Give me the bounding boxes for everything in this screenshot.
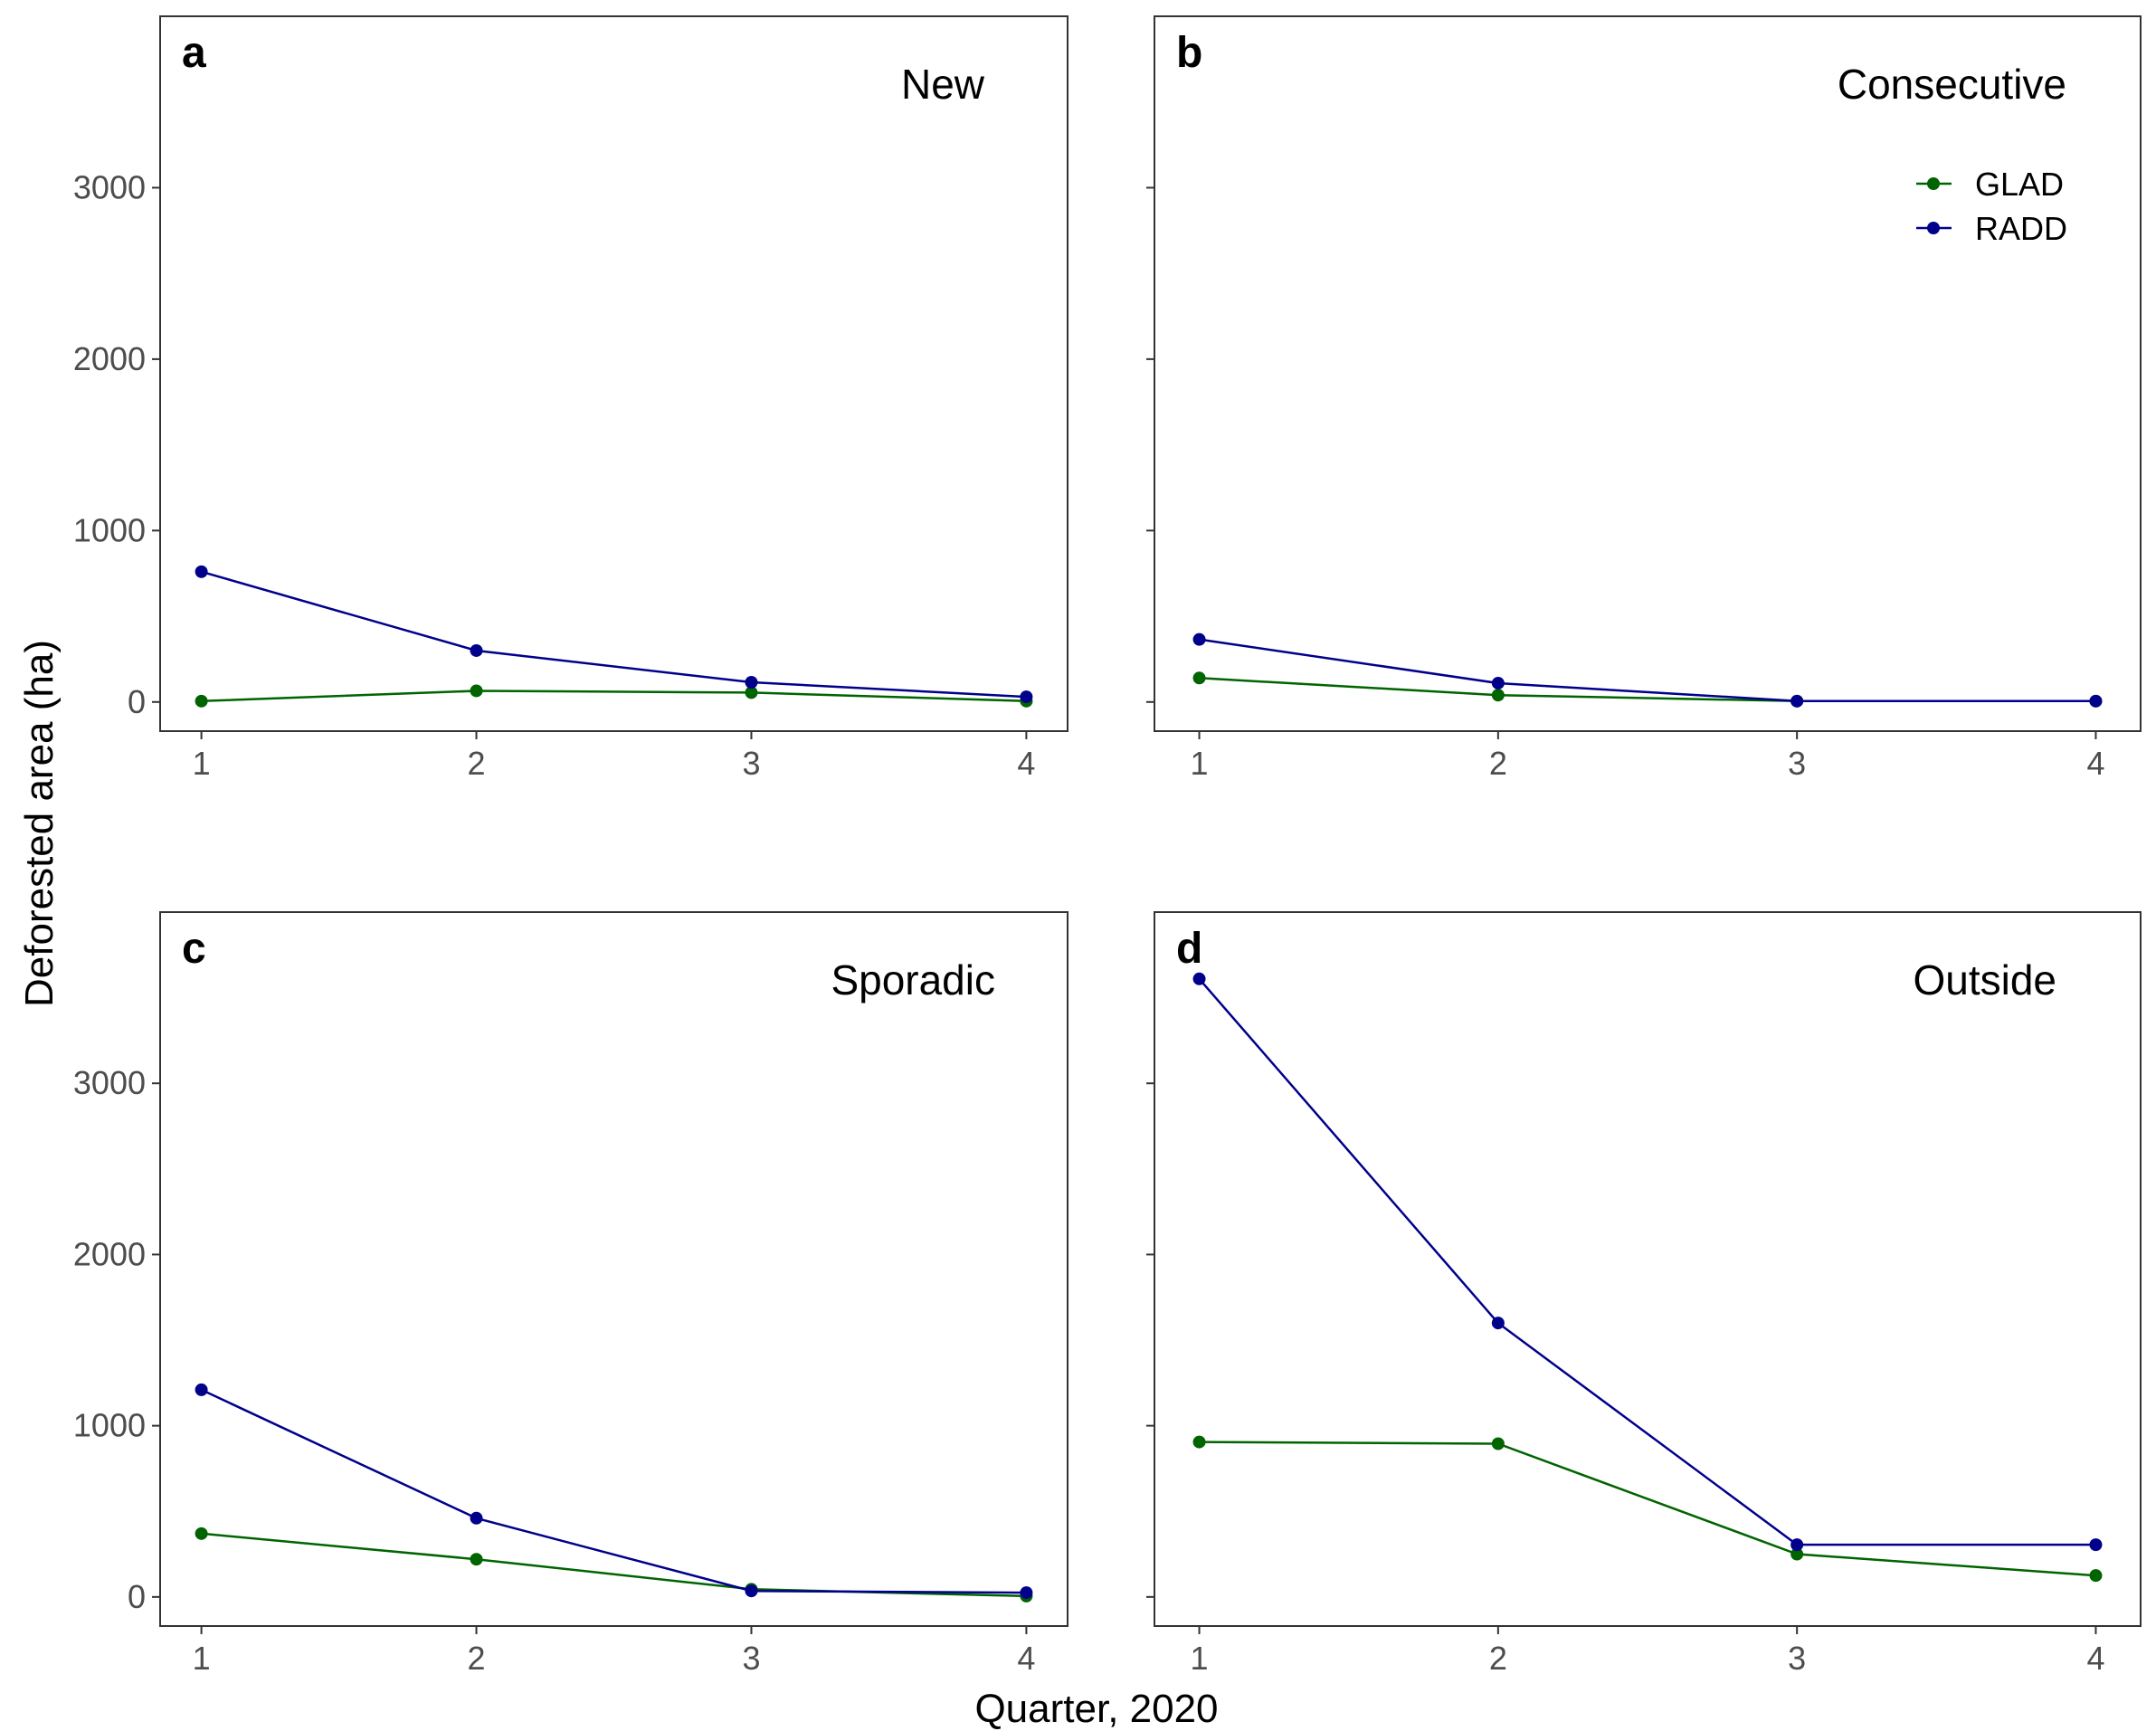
data-point-glad	[1192, 671, 1206, 685]
data-point-glad	[1192, 1435, 1206, 1449]
panel-d: 1 2 3 4 d Outside	[1146, 911, 2142, 1677]
x-tick-label: 4	[2086, 745, 2104, 782]
data-point-radd	[1020, 1586, 1033, 1600]
data-point-radd	[2089, 1538, 2103, 1552]
data-point-radd	[470, 643, 483, 657]
data-point-glad	[1790, 1547, 1804, 1561]
y-tick-label: 0	[128, 683, 146, 720]
x-tick-label: 3	[1788, 1640, 1806, 1677]
panel-letter: b	[1176, 29, 1202, 77]
data-point-radd	[195, 565, 208, 578]
x-tick-label: 4	[1017, 745, 1035, 782]
data-point-glad	[195, 1527, 208, 1540]
x-tick-label: 2	[468, 745, 486, 782]
x-tick-label: 3	[742, 1640, 760, 1677]
legend-key-point	[1927, 222, 1940, 234]
y-axis-title: Deforested area (ha)	[17, 640, 62, 1007]
x-tick-label: 2	[1489, 1640, 1507, 1677]
y-tick-label: 1000	[73, 511, 146, 548]
series-line-radd	[1198, 977, 2096, 1546]
y-tick-label: 3000	[73, 1064, 146, 1101]
x-tick-label: 3	[742, 745, 760, 782]
legend: GLAD RADD	[1916, 166, 2067, 247]
panel-letter: d	[1176, 925, 1202, 973]
data-point-radd	[195, 1383, 208, 1396]
x-tick-label: 4	[1017, 1640, 1035, 1677]
x-tick-label: 4	[2086, 1640, 2104, 1677]
data-point-glad	[745, 686, 758, 699]
x-axis-title: Quarter, 2020	[974, 1687, 1218, 1731]
panel-letter: c	[182, 925, 206, 973]
y-tick-label: 1000	[73, 1407, 146, 1444]
data-point-radd	[1192, 632, 1206, 646]
x-tick-label: 1	[193, 1640, 211, 1677]
x-tick-label: 1	[1191, 1640, 1209, 1677]
data-point-radd	[745, 1584, 758, 1598]
data-point-radd	[1790, 1538, 1804, 1552]
data-point-radd	[1491, 1317, 1505, 1330]
data-point-radd	[1491, 676, 1505, 690]
panel-frame	[1154, 15, 2142, 732]
data-point-glad	[470, 684, 483, 698]
series-line-glad	[201, 690, 1027, 703]
data-point-radd	[1192, 972, 1206, 985]
series-line-glad	[1199, 1441, 2096, 1577]
panel-title: Outside	[1913, 956, 2056, 1003]
x-tick-label: 1	[193, 745, 211, 782]
x-tick-label: 1	[1191, 745, 1209, 782]
legend-key-point	[1927, 177, 1940, 190]
data-point-glad	[2089, 1569, 2103, 1583]
panel-frame	[1154, 911, 2142, 1627]
data-point-glad	[1491, 689, 1505, 702]
panel-c: 0 1000 2000 3000 1 2 3 4 c Sporadic	[73, 911, 1069, 1677]
data-point-glad	[1491, 1437, 1505, 1450]
data-point-radd	[2089, 694, 2103, 708]
panel-a: 0 1000 2000 3000 1 2 3 4 a New	[73, 15, 1069, 782]
x-tick-label: 3	[1788, 745, 1806, 782]
x-tick-label: 2	[1489, 745, 1507, 782]
series-line-radd	[201, 1388, 1027, 1594]
panel-frame	[159, 911, 1069, 1627]
panel-frame	[159, 15, 1069, 732]
legend-label: RADD	[1975, 210, 2067, 247]
data-point-glad	[470, 1553, 483, 1566]
y-tick-label: 3000	[73, 168, 146, 205]
panel-title: Consecutive	[1838, 61, 2066, 108]
chart-panels: 0 1000 2000 3000 1 2 3 4 a New 1 2 3 4 b Consecutive GLA…	[73, 15, 2142, 1677]
panel-title: New	[901, 61, 985, 108]
y-tick-label: 2000	[73, 340, 146, 377]
series-line-radd	[201, 570, 1027, 699]
series-line-radd	[1199, 638, 2096, 703]
legend-label: GLAD	[1975, 166, 2064, 203]
y-tick-label: 0	[128, 1578, 146, 1615]
data-point-glad	[195, 694, 208, 708]
x-tick-label: 2	[468, 1640, 486, 1677]
data-point-radd	[745, 676, 758, 690]
data-point-radd	[1790, 694, 1804, 708]
panel-letter: a	[182, 29, 206, 77]
panel-b: 1 2 3 4 b Consecutive GLAD RADD	[1146, 15, 2142, 782]
data-point-radd	[470, 1511, 483, 1525]
data-point-radd	[1020, 690, 1033, 704]
y-tick-label: 2000	[73, 1235, 146, 1272]
panel-title: Sporadic	[831, 956, 995, 1003]
